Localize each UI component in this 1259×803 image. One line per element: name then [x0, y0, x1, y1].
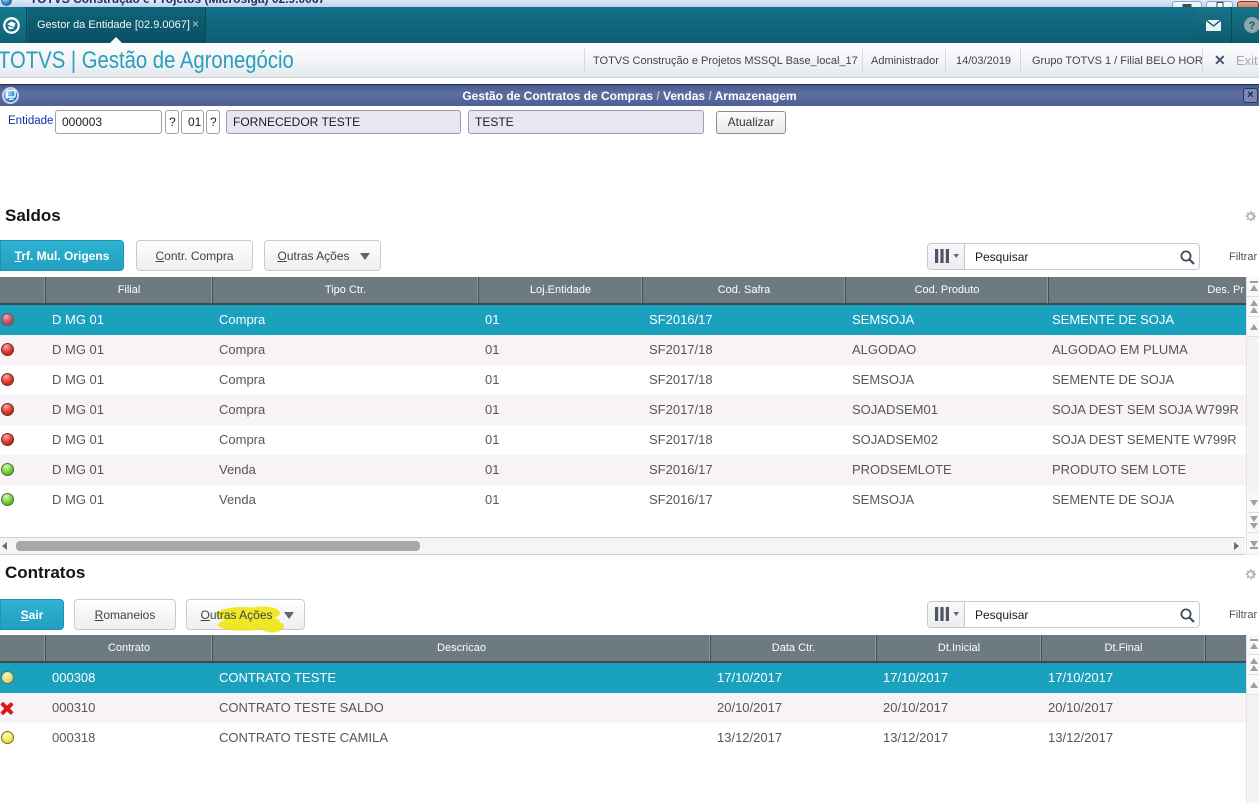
svg-text:?: ?: [1249, 20, 1256, 32]
